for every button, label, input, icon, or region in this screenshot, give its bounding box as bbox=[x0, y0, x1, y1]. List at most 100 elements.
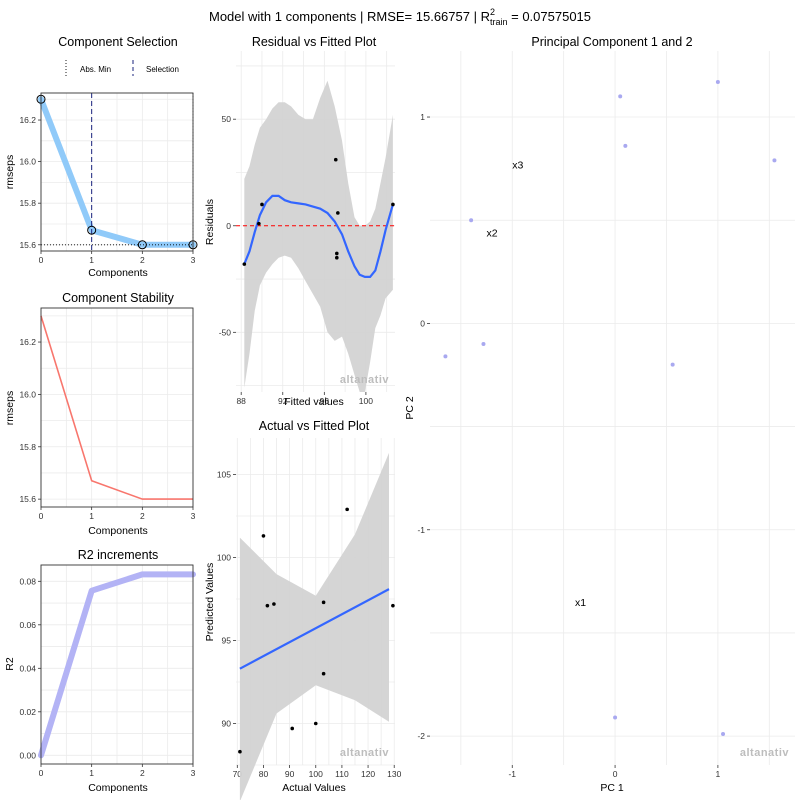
y-tick-label: 16.2 bbox=[19, 115, 36, 125]
y-tick-label: 15.6 bbox=[19, 240, 36, 250]
y-axis-label: PC 2 bbox=[404, 396, 416, 420]
x-tick-label: 100 bbox=[309, 769, 323, 779]
x-axis-label: Components bbox=[88, 782, 148, 794]
y-tick-label: 0 bbox=[226, 221, 231, 231]
y-tick-label: 15.8 bbox=[19, 442, 36, 452]
x-tick-label: 2 bbox=[140, 768, 145, 778]
y-tick-label: -50 bbox=[219, 327, 232, 337]
pc-point bbox=[772, 158, 777, 163]
y-axis-label: R2 bbox=[4, 657, 16, 671]
x-tick-label: 88 bbox=[236, 396, 246, 406]
x-tick-label: 96 bbox=[320, 396, 330, 406]
x-tick-label: 80 bbox=[259, 769, 269, 779]
stability-line bbox=[40, 315, 193, 500]
residual-point bbox=[335, 255, 339, 260]
legend-abs-min-label: Abs. Min bbox=[80, 65, 111, 74]
x-axis-label: Fitted values bbox=[284, 396, 344, 408]
residual-point bbox=[335, 251, 339, 256]
panel-title: Principal Component 1 and 2 bbox=[531, 35, 692, 49]
residual-point bbox=[333, 157, 338, 162]
actual-point bbox=[321, 600, 326, 605]
pc-point bbox=[618, 94, 623, 99]
main-title-sup: 2 bbox=[490, 7, 495, 17]
legend-selection-label: Selection bbox=[146, 65, 179, 74]
x-tick-label: 3 bbox=[191, 768, 196, 778]
x-tick-label: 100 bbox=[359, 396, 373, 406]
x-axis-label: Components bbox=[88, 525, 148, 537]
panel-title: Residual vs Fitted Plot bbox=[252, 35, 377, 49]
residual-point bbox=[260, 202, 264, 207]
actual-point bbox=[290, 726, 295, 731]
x-tick-label: 130 bbox=[387, 769, 401, 779]
fit-line bbox=[239, 588, 390, 670]
panel-title: R2 increments bbox=[78, 548, 159, 562]
actual-point bbox=[265, 603, 270, 608]
residual-point bbox=[257, 221, 261, 226]
plot-border bbox=[40, 564, 194, 765]
y-tick-label: 16.0 bbox=[19, 389, 36, 399]
rmseps-point bbox=[87, 225, 97, 235]
pc-point bbox=[721, 732, 726, 737]
actual-point bbox=[345, 507, 349, 512]
y-tick-label: 0.02 bbox=[19, 707, 36, 717]
y-tick-label: 16.0 bbox=[19, 157, 36, 167]
y-tick-label: 0.08 bbox=[19, 576, 36, 586]
component-stability-panel: 0 1 2 3 15.6 15.8 16.0 16.2 Component Stability C… bbox=[4, 291, 196, 537]
x-tick-label: 3 bbox=[191, 511, 196, 521]
legend: Abs. Min Selection bbox=[65, 60, 179, 76]
watermark: altanativ bbox=[740, 747, 790, 759]
r2-line bbox=[38, 571, 196, 759]
main-title-prefix: Model with 1 components | RMSE= 15.66757… bbox=[209, 9, 490, 24]
main-title-suffix: = 0.07575015 bbox=[508, 9, 592, 24]
x-tick-label: 0 bbox=[613, 769, 618, 779]
y-tick-label: 15.6 bbox=[19, 494, 36, 504]
x-tick-label: 0 bbox=[39, 255, 44, 265]
panel-title: Component Stability bbox=[62, 291, 175, 305]
x-tick-label: 2 bbox=[140, 511, 145, 521]
principal-components-panel: -1 0 1 -2 -1 0 1 Principal Component 1 and 2 PC … bbox=[404, 35, 795, 794]
y-tick-label: 1 bbox=[420, 112, 425, 122]
pc-point bbox=[670, 362, 675, 367]
pc-point bbox=[443, 354, 448, 359]
pc-point bbox=[613, 715, 618, 720]
main-title-sub: train bbox=[490, 17, 508, 27]
actual-point bbox=[261, 534, 266, 538]
actual-point bbox=[391, 603, 395, 608]
x-tick-label: 3 bbox=[191, 255, 196, 265]
y-tick-label: 0.06 bbox=[19, 620, 36, 630]
smooth-line bbox=[243, 194, 394, 278]
rmseps-point bbox=[137, 240, 147, 250]
y-tick-label: 0.00 bbox=[19, 750, 36, 760]
x-axis-label: Components bbox=[88, 267, 148, 279]
pc-point bbox=[623, 143, 628, 148]
plot-border bbox=[40, 92, 194, 252]
residual-point bbox=[242, 262, 247, 266]
y-axis-label: Residuals bbox=[204, 199, 216, 245]
actual-vs-fitted-panel: 70 80 90 100 110 120 130 90 95 100 105 Actual vs Fi… bbox=[204, 419, 402, 802]
x-tick-label: 1 bbox=[89, 768, 94, 778]
actual-point bbox=[238, 749, 242, 754]
y-tick-label: 0.04 bbox=[19, 663, 36, 673]
x-tick-label: 90 bbox=[285, 769, 295, 779]
panel-title: Actual vs Fitted Plot bbox=[259, 419, 370, 433]
x-tick-label: 70 bbox=[233, 769, 243, 779]
confidence-band bbox=[239, 452, 389, 802]
x-tick-label: 120 bbox=[361, 769, 375, 779]
y-tick-label: 90 bbox=[222, 719, 232, 729]
watermark: altanativ bbox=[340, 747, 390, 759]
r2-increments-panel: 0 1 2 3 0.00 0.02 0.04 0.06 0.08 R2 increments Com… bbox=[4, 548, 196, 794]
y-tick-label: 0 bbox=[420, 318, 425, 328]
x-tick-label: 92 bbox=[278, 396, 288, 406]
y-tick-label: -1 bbox=[417, 525, 425, 535]
x-tick-label: 110 bbox=[335, 769, 349, 779]
y-tick-label: 15.8 bbox=[19, 198, 36, 208]
plot-background bbox=[430, 51, 795, 765]
y-tick-label: -2 bbox=[417, 731, 425, 741]
actual-point bbox=[272, 602, 276, 606]
y-axis-label: Predicted Values bbox=[204, 563, 216, 642]
x-tick-label: 0 bbox=[39, 511, 44, 521]
y-tick-label: 95 bbox=[222, 636, 232, 646]
watermark: altanativ bbox=[340, 374, 390, 386]
